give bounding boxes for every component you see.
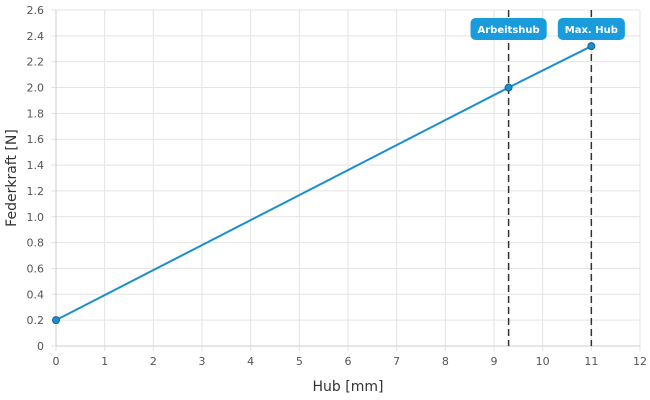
data-point bbox=[504, 83, 513, 92]
y-tick-label: 0.6 bbox=[27, 262, 45, 275]
y-tick-label: 1.0 bbox=[27, 211, 45, 224]
y-tick-label: 1.6 bbox=[27, 133, 45, 146]
y-tick-label: 2.0 bbox=[27, 82, 45, 95]
x-tick-label: 6 bbox=[345, 355, 352, 368]
x-tick-label: 9 bbox=[491, 355, 498, 368]
y-tick-label: 1.4 bbox=[27, 159, 45, 172]
data-point bbox=[52, 316, 60, 325]
marker-label-text: Max. Hub bbox=[565, 25, 618, 36]
data-point bbox=[587, 42, 596, 51]
grid bbox=[51, 9, 641, 351]
x-tick-label: 5 bbox=[296, 355, 303, 368]
x-tick-label: 0 bbox=[53, 355, 60, 368]
markers bbox=[507, 10, 593, 346]
x-tick-label: 8 bbox=[442, 355, 449, 368]
x-tick-label: 12 bbox=[633, 355, 647, 368]
marker-label-text: Arbeitshub bbox=[478, 25, 540, 36]
y-tick-label: 0 bbox=[37, 340, 44, 353]
y-tick-label: 2.6 bbox=[27, 4, 45, 17]
marker-label-badge: Arbeitshub bbox=[470, 18, 547, 40]
x-axis-title: Hub [mm] bbox=[313, 379, 384, 395]
marker-label-badge: Max. Hub bbox=[557, 18, 625, 40]
x-tick-label: 11 bbox=[584, 355, 598, 368]
y-tick-label: 0.8 bbox=[27, 237, 45, 250]
x-tick-label: 4 bbox=[247, 355, 254, 368]
marker-label-box bbox=[470, 18, 547, 40]
series bbox=[52, 42, 596, 325]
marker-label-box bbox=[557, 18, 625, 40]
x-tick-label: 7 bbox=[393, 355, 400, 368]
y-tick-label: 1.8 bbox=[27, 107, 45, 120]
y-tick-label: 2.2 bbox=[27, 56, 45, 69]
y-tick-label: 0.2 bbox=[27, 314, 45, 327]
x-tick-label: 3 bbox=[199, 355, 206, 368]
y-tick-label: 2.4 bbox=[27, 30, 45, 43]
marker-labels: Arbeitshub Max. Hub bbox=[470, 18, 625, 40]
y-axis-title: Federkraft [N] bbox=[4, 129, 20, 227]
x-tick-label: 2 bbox=[150, 355, 157, 368]
y-tick-label: 1.2 bbox=[27, 185, 45, 198]
x-tick-label: 1 bbox=[101, 355, 108, 368]
axes: 0 1 2 3 4 5 6 7 8 9 10 11 1200.20.40.60.81.01.21.41.… bbox=[27, 4, 648, 368]
x-tick-label: 10 bbox=[536, 355, 550, 368]
y-tick-label: 0.4 bbox=[27, 288, 45, 301]
